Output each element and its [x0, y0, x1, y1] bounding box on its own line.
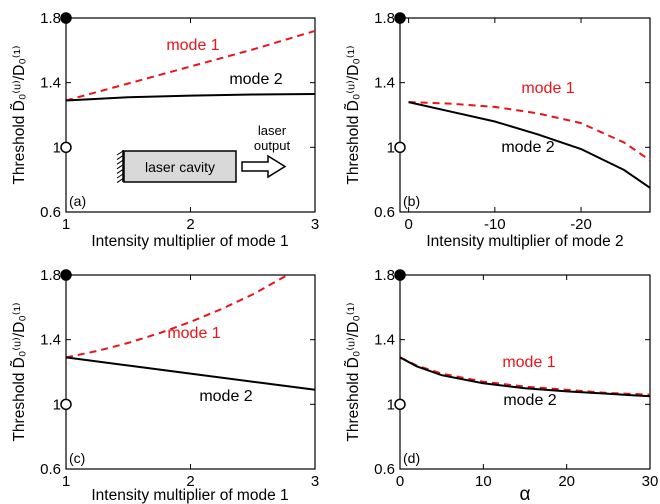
y-tick-label: 0.6	[40, 461, 61, 478]
y-tick-label: 1.4	[40, 75, 61, 92]
wall-hatch	[116, 173, 124, 179]
y-axis-label: Threshold D̃₀⁽ᵘ⁾/D₀⁽¹⁾	[344, 302, 362, 441]
plot-frame	[65, 274, 316, 470]
y-tick-label: 1	[53, 396, 61, 413]
mode-2-label: mode 2	[501, 139, 554, 156]
mode-2-label: mode 2	[503, 392, 556, 409]
y-axis-label: Threshold D̃₀⁽ᵘ⁾/D₀⁽¹⁾	[10, 302, 28, 441]
y-tick-label: 0.6	[374, 204, 395, 221]
mode-1-label: mode 1	[166, 37, 219, 54]
x-tick-label: 10	[475, 473, 492, 490]
x-axis-label: Intensity multiplier of mode 1	[91, 233, 288, 250]
mode-1-label: mode 1	[167, 325, 220, 342]
wall-hatch	[116, 150, 124, 156]
wall-hatch	[116, 155, 124, 161]
y-tick-label: 1.8	[40, 10, 61, 27]
x-axis-label: α	[520, 484, 531, 504]
wall-hatch	[116, 168, 124, 174]
x-tick-label: 20	[558, 473, 575, 490]
y-tick-label: 1.8	[374, 267, 395, 284]
x-tick-label: 3	[311, 216, 319, 233]
y-tick-label: 0.6	[374, 461, 395, 478]
filled-marker	[394, 269, 406, 281]
series-line-mode-2	[65, 356, 316, 391]
y-tick-label: 1	[53, 139, 61, 156]
y-tick-label: 1.4	[40, 332, 61, 349]
wall-hatch	[116, 164, 124, 170]
y-tick-label: 1.4	[374, 332, 395, 349]
x-tick-label: 0	[404, 216, 412, 233]
output-label-line2: output	[254, 138, 291, 153]
cavity-label: laser cavity	[145, 159, 215, 175]
open-marker	[60, 398, 72, 411]
series-line-mode-1	[408, 101, 651, 162]
series-line-mode-2	[65, 93, 316, 102]
y-axis-label: Threshold D̃₀⁽ᵘ⁾/D₀⁽¹⁾	[344, 45, 362, 184]
x-tick-label: 2	[186, 216, 194, 233]
filled-marker	[394, 12, 406, 24]
open-marker	[60, 141, 72, 154]
output-label-line1: laser	[258, 123, 287, 138]
panel-label: (c)	[69, 450, 85, 466]
panel-label: (d)	[403, 450, 420, 466]
open-marker	[394, 141, 406, 154]
y-tick-label: 1	[387, 396, 395, 413]
mode-1-label: mode 1	[521, 80, 574, 97]
x-tick-label: 3	[311, 473, 319, 490]
y-tick-label: 1.8	[374, 10, 395, 27]
x-tick-label: 0	[396, 473, 404, 490]
x-axis-label: Intensity multiplier of mode 2	[426, 233, 623, 250]
panel-label: (a)	[69, 193, 86, 209]
plot-frame	[399, 17, 651, 213]
x-tick-label: -10	[484, 216, 506, 233]
filled-marker	[60, 12, 72, 24]
y-tick-label: 1.8	[40, 267, 61, 284]
series-line-mode-1	[65, 274, 289, 359]
mode-1-label: mode 1	[502, 354, 555, 371]
mode-2-label: mode 2	[199, 388, 252, 405]
y-tick-label: 1.4	[374, 75, 395, 92]
panel-label: (b)	[403, 193, 420, 209]
wall-hatch	[116, 178, 124, 184]
output-arrow-icon	[241, 154, 287, 179]
cavity-box	[123, 150, 237, 183]
y-axis-label: Threshold D̃₀⁽ᵘ⁾/D₀⁽¹⁾	[10, 45, 28, 184]
filled-marker	[60, 269, 72, 281]
x-tick-label: 1	[62, 216, 70, 233]
series-line-mode-2	[399, 356, 651, 398]
x-tick-label: 1	[62, 473, 70, 490]
y-tick-label: 1	[387, 139, 395, 156]
plot-frame	[399, 274, 651, 470]
x-axis-label: Intensity multiplier of mode 1	[91, 487, 288, 504]
mode-2-label: mode 2	[229, 71, 282, 88]
chart-panel-4: 0 10 20 30 0.6 1 1.4 1.8 mode 1 mode 2 (d) α Thresho…	[344, 267, 658, 504]
x-tick-label: -20	[570, 216, 592, 233]
x-tick-label: 30	[642, 473, 659, 490]
y-tick-label: 0.6	[40, 204, 61, 221]
x-tick-label: 2	[186, 473, 194, 490]
chart-panel-2: 0 -10 -20 0.6 1 1.4 1.8 mode 1 mode 2 (b) Intensit…	[344, 10, 651, 250]
series-line-mode-2	[408, 101, 651, 189]
wall-hatch	[116, 159, 124, 165]
open-marker	[394, 398, 406, 411]
